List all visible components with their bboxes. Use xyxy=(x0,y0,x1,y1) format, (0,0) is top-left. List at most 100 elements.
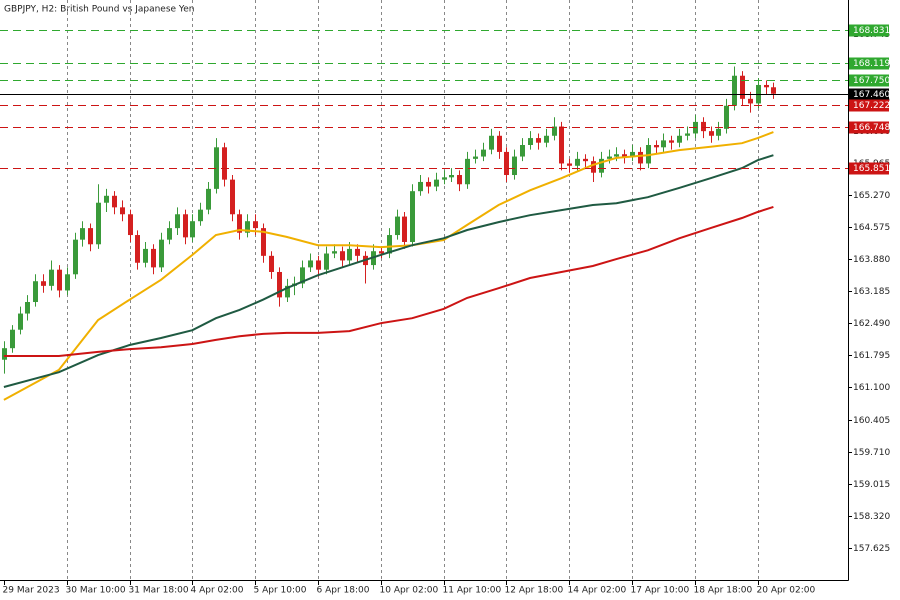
candle-body xyxy=(10,329,15,349)
candle-body xyxy=(308,260,313,268)
candle-body xyxy=(575,158,580,166)
candle-body xyxy=(206,188,211,210)
candle-body xyxy=(128,214,133,236)
y-tick-label: 164.575 xyxy=(853,223,890,233)
candle-body xyxy=(638,151,643,164)
candle-body xyxy=(677,135,682,143)
candle-body xyxy=(481,149,486,157)
price-level-tag xyxy=(849,99,889,112)
candle-body xyxy=(316,260,321,270)
candle-body xyxy=(661,140,666,148)
candle-body xyxy=(418,181,423,192)
candle-body xyxy=(591,161,596,173)
candle-body xyxy=(183,214,188,238)
x-tick-label: 18 Apr 18:00 xyxy=(694,586,753,596)
candle-body xyxy=(57,269,62,291)
candle-body xyxy=(709,131,714,136)
candle-body xyxy=(112,195,117,208)
candle-body xyxy=(261,228,266,256)
price-level-label: 165.851 xyxy=(853,164,890,174)
candle-body xyxy=(489,135,494,150)
candle-body xyxy=(599,158,604,173)
chart-title: GBPJPY, H2: British Pound vs Japanese Ye… xyxy=(4,5,194,15)
candle-body xyxy=(442,177,447,180)
y-tick-label: 163.185 xyxy=(853,287,890,297)
candle-body xyxy=(559,126,564,164)
candle-body xyxy=(504,151,509,176)
x-tick-label: 4 Apr 02:00 xyxy=(191,586,244,596)
price-level-tag xyxy=(849,162,889,175)
candle-body xyxy=(151,248,156,268)
x-tick-label: 20 Apr 02:00 xyxy=(757,586,816,596)
x-tick-label: 6 Apr 18:00 xyxy=(317,586,370,596)
price-level-label: 167.750 xyxy=(853,76,890,86)
candle-body xyxy=(630,151,635,157)
candle-body xyxy=(167,228,172,240)
candle-body xyxy=(198,209,203,222)
candle-body xyxy=(449,175,454,178)
candle-body xyxy=(716,128,721,136)
price-level-label: 166.748 xyxy=(853,123,890,133)
x-tick-label: 29 Mar 2023 xyxy=(3,586,60,596)
candle-body xyxy=(80,228,85,240)
candle-body xyxy=(685,133,690,136)
candle-body xyxy=(347,248,352,261)
candle-body xyxy=(65,274,70,291)
x-tick-label: 10 Apr 02:00 xyxy=(380,586,439,596)
candle-body xyxy=(143,248,148,263)
price-level-label: 168.831 xyxy=(853,26,890,36)
candle-body xyxy=(748,98,753,104)
candle-body xyxy=(520,145,525,157)
x-tick-label: 30 Mar 10:00 xyxy=(66,586,126,596)
price-level-tag xyxy=(849,24,889,37)
candle-body xyxy=(285,285,290,298)
candle-body xyxy=(395,216,400,236)
candle-body xyxy=(497,135,502,152)
price-level-tag xyxy=(849,57,889,70)
candle-body xyxy=(269,255,274,272)
x-tick-label: 11 Apr 10:00 xyxy=(443,586,502,596)
candle-body xyxy=(410,191,415,242)
price-level-tag xyxy=(849,121,889,134)
candle-body xyxy=(73,239,78,275)
candle-body xyxy=(583,158,588,162)
candle-body xyxy=(33,281,38,303)
y-tick-label: 162.490 xyxy=(853,319,890,329)
candle-body xyxy=(355,248,360,256)
x-tick-label: 31 Mar 18:00 xyxy=(129,586,189,596)
candle-body xyxy=(567,163,572,166)
y-tick-label: 159.015 xyxy=(853,480,890,490)
candle-body xyxy=(49,269,54,286)
candle-body xyxy=(544,135,549,143)
y-tick-label: 157.625 xyxy=(853,544,890,554)
candle-body xyxy=(190,221,195,238)
candle-body xyxy=(222,147,227,180)
candle-body xyxy=(104,195,109,203)
candle-body xyxy=(214,147,219,189)
candle-body xyxy=(771,87,776,94)
candle-body xyxy=(552,126,557,136)
candle-body xyxy=(2,348,7,360)
candle-body xyxy=(740,75,745,99)
candle-body xyxy=(18,313,23,330)
moving-average xyxy=(3,154,774,388)
x-tick-label: 5 Apr 10:00 xyxy=(254,586,307,596)
candle-body xyxy=(512,156,517,176)
candle-body xyxy=(426,181,431,187)
y-tick-label: 158.320 xyxy=(853,512,890,522)
candle-body xyxy=(764,84,769,88)
y-tick-label: 161.795 xyxy=(853,351,890,361)
candle-body xyxy=(402,216,407,242)
candle-body xyxy=(159,239,164,268)
candle-body xyxy=(332,251,337,254)
y-tick-label: 160.405 xyxy=(853,416,890,426)
candle-body xyxy=(340,251,345,261)
candle-body xyxy=(300,267,305,284)
candle-body xyxy=(135,235,140,263)
candle-body xyxy=(669,140,674,143)
candle-body xyxy=(536,138,541,143)
y-tick-label: 165.270 xyxy=(853,191,890,201)
candle-body xyxy=(324,253,329,270)
candle-body xyxy=(434,179,439,187)
